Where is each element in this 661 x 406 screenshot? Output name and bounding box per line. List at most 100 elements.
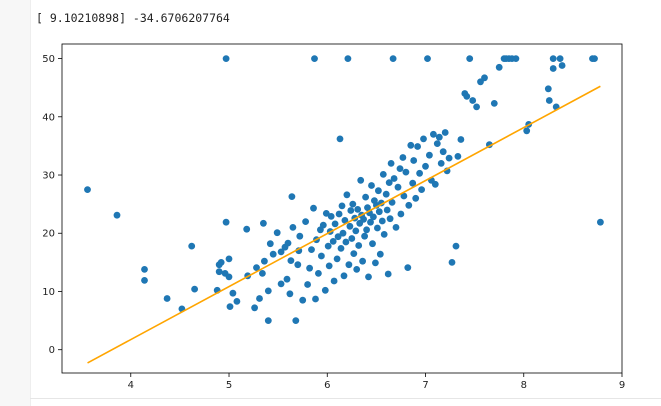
data-point — [372, 259, 379, 267]
data-point — [266, 240, 274, 248]
cell-divider — [30, 398, 661, 399]
data-point — [466, 55, 474, 62]
data-point — [345, 261, 353, 269]
data-point — [430, 130, 437, 138]
data-point — [386, 215, 394, 223]
data-point — [384, 270, 392, 278]
data-point — [84, 186, 91, 194]
data-point — [347, 207, 355, 214]
data-point — [226, 303, 234, 310]
data-point — [338, 202, 346, 210]
data-point — [405, 201, 413, 209]
data-point — [289, 224, 297, 231]
data-point — [420, 135, 427, 143]
data-point — [396, 165, 404, 173]
data-point — [251, 304, 258, 312]
points-layer — [84, 55, 604, 324]
data-point — [337, 245, 345, 252]
data-point — [433, 140, 441, 148]
data-point — [344, 55, 352, 62]
data-point — [354, 206, 362, 213]
data-point — [414, 143, 421, 150]
data-point — [591, 55, 598, 62]
data-point — [335, 210, 343, 218]
data-point — [397, 210, 405, 218]
x-tick-label: 8 — [521, 380, 527, 391]
data-point — [222, 55, 230, 62]
data-point — [260, 219, 267, 227]
data-point — [549, 55, 557, 62]
data-point — [329, 238, 337, 245]
data-point — [490, 100, 498, 107]
data-point — [361, 232, 368, 240]
data-point — [389, 55, 397, 62]
data-point — [306, 264, 313, 272]
data-point — [355, 242, 363, 249]
data-point — [322, 210, 330, 217]
x-tick-label: 5 — [226, 380, 232, 391]
data-point — [558, 62, 566, 69]
data-point — [378, 217, 386, 225]
data-point — [350, 250, 358, 257]
data-point — [380, 231, 388, 238]
data-point — [342, 238, 350, 246]
data-point — [292, 317, 300, 324]
data-point — [325, 262, 333, 270]
data-point — [343, 191, 351, 199]
data-point — [457, 136, 465, 143]
data-point — [299, 296, 307, 304]
data-point — [318, 252, 325, 260]
y-tick-label: 0 — [49, 345, 55, 356]
data-point — [296, 232, 304, 240]
data-point — [141, 277, 148, 284]
data-point — [141, 266, 148, 273]
data-point — [315, 270, 322, 277]
data-point — [229, 289, 237, 297]
data-point — [435, 133, 443, 141]
data-point — [273, 229, 281, 237]
data-point — [304, 281, 311, 288]
data-point — [349, 200, 357, 208]
axes-layer: 4 5 6 7 8 9 0 10 20 30 40 50 — [42, 43, 625, 391]
data-point — [308, 246, 315, 254]
coefficient-output: [ 9.10210898] -34.6706207764 — [36, 11, 230, 25]
data-point — [394, 183, 402, 191]
data-point — [341, 217, 349, 224]
data-point — [363, 226, 370, 234]
data-point — [334, 233, 342, 241]
data-point — [365, 273, 372, 281]
data-point — [294, 261, 302, 269]
data-point — [383, 206, 391, 214]
data-point — [269, 250, 277, 258]
data-point — [113, 211, 121, 219]
data-point — [437, 160, 445, 167]
data-point — [288, 193, 296, 201]
data-point — [441, 129, 449, 136]
data-point — [333, 255, 341, 263]
data-point — [359, 257, 366, 265]
data-point — [385, 179, 393, 187]
regression-line — [87, 85, 601, 364]
fit-line-layer — [87, 85, 601, 364]
y-tick-label: 20 — [42, 229, 55, 240]
data-point — [382, 190, 390, 198]
data-point — [287, 257, 295, 264]
data-point — [324, 242, 332, 250]
data-point — [163, 295, 171, 302]
data-point — [523, 127, 531, 135]
data-point — [416, 169, 423, 177]
data-point — [253, 264, 260, 271]
data-point — [374, 224, 381, 232]
data-point — [370, 213, 377, 221]
data-point — [283, 275, 291, 283]
data-point — [319, 221, 327, 229]
data-point — [379, 171, 387, 178]
data-point — [439, 148, 447, 156]
data-point — [410, 157, 418, 164]
data-point — [473, 103, 480, 111]
data-point — [402, 168, 410, 176]
data-point — [424, 55, 431, 62]
data-point — [261, 257, 268, 265]
data-point — [369, 240, 376, 248]
